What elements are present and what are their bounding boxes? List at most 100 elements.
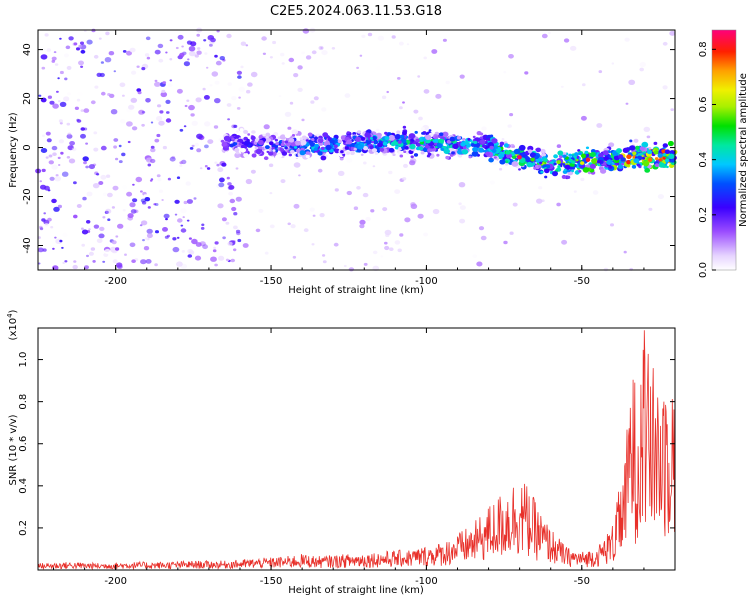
- spectrum-track-point: [504, 162, 509, 166]
- spectrum-noise-point: [84, 265, 89, 270]
- spectrum-noise-point: [406, 43, 410, 46]
- spectrum-noise-point: [503, 71, 507, 74]
- spectrum-track-point: [314, 136, 318, 140]
- spectrum-track-point: [564, 164, 571, 170]
- spectrum-track-point: [552, 171, 558, 177]
- spectrum-noise-point: [247, 82, 253, 87]
- spectrum-noise-point: [226, 176, 230, 180]
- spectrum-noise-point: [235, 229, 241, 234]
- spectrum-track-point: [646, 149, 653, 155]
- spectrum-track-point: [382, 141, 388, 146]
- spectrum-noise-point: [106, 174, 111, 178]
- spectrum-track-point: [384, 131, 388, 135]
- spectrum-track-point: [501, 138, 505, 141]
- spectrum-track-point: [346, 131, 350, 135]
- spectrum-noise-point: [49, 176, 55, 181]
- spectrum-noise-point: [312, 214, 316, 217]
- spectrum-track-point: [231, 137, 235, 141]
- spectrum-noise-point: [51, 56, 57, 61]
- spectrum-track-point: [641, 156, 646, 160]
- spectrum-track-point: [340, 129, 345, 134]
- spectrum-track-point: [662, 156, 666, 160]
- spectrum-track-point: [511, 155, 517, 160]
- spectrum-track-point: [518, 168, 521, 171]
- spectrum-track-point: [642, 151, 647, 154]
- spectrum-track-point: [635, 145, 640, 150]
- spectrum-noise-point: [211, 71, 219, 77]
- spectrum-track-point: [479, 139, 486, 145]
- spectrum-noise-point: [210, 37, 216, 43]
- spectrum-noise-point: [113, 70, 117, 73]
- spectrum-track-point: [416, 142, 421, 147]
- spectrum-track-point: [471, 150, 479, 157]
- spectrum-noise-point: [146, 233, 153, 239]
- spectrum-noise-point: [64, 77, 68, 81]
- spectrum-track-point: [540, 170, 544, 174]
- spectrum-track-point: [582, 167, 590, 173]
- spectrum-noise-point: [209, 43, 213, 47]
- spectrum-noise-point: [203, 95, 210, 100]
- spectrum-track-point: [233, 142, 238, 146]
- spectrum-noise-point: [384, 229, 392, 236]
- spectrum-noise-point: [158, 120, 165, 126]
- spectrum-track-point: [240, 148, 246, 153]
- spectrum-noise-point: [196, 33, 200, 37]
- spectrum-noise-point: [104, 57, 112, 63]
- spectrum-track-point: [478, 147, 484, 153]
- spectrum-noise-point: [580, 115, 587, 121]
- snr-scale-note: (x104): [6, 309, 19, 340]
- spectrum-noise-point: [186, 199, 193, 204]
- spectrum-noise-point: [107, 218, 111, 221]
- spectrum-track-point: [585, 146, 590, 150]
- spectrum-noise-point: [370, 209, 375, 213]
- spectrum-noise-point: [58, 100, 61, 103]
- spectrum-noise-point: [67, 145, 74, 151]
- spectrum-noise-point: [179, 52, 185, 58]
- spectrum-track-point: [371, 135, 377, 141]
- spectrum-noise-point: [132, 183, 135, 186]
- spectrum-track-point: [408, 133, 416, 139]
- spectrum-noise-point: [92, 260, 96, 263]
- spectrum-noise-point: [46, 48, 51, 52]
- spectrum-noise-point: [96, 173, 100, 176]
- spectrum-track-point: [402, 130, 407, 136]
- spectrum-noise-point: [250, 71, 258, 78]
- spectrum-noise-point: [160, 91, 168, 98]
- spectrum-noise-point: [213, 246, 217, 249]
- spectrum-noise-point: [212, 249, 217, 253]
- spectrum-noise-point: [251, 130, 256, 134]
- spectrum-track-point: [280, 142, 285, 147]
- spectrum-noise-point: [115, 235, 119, 238]
- spectrum-noise-point: [344, 93, 351, 98]
- spectrum-track-point: [363, 146, 368, 151]
- spectrum-track-point: [320, 155, 327, 161]
- spectrum-noise-point: [478, 226, 485, 231]
- spectrum-noise-point: [73, 181, 77, 185]
- spectrum-noise-point: [362, 192, 369, 198]
- spectrum-track-point: [346, 151, 351, 155]
- spectrum-noise-point: [413, 109, 419, 114]
- spectrum-noise-point: [346, 190, 352, 196]
- spectrum-track-point: [657, 153, 663, 158]
- spectrum-noise-point: [191, 238, 198, 245]
- spectrum-noise-point: [59, 239, 63, 243]
- spectrum-noise-point: [596, 123, 603, 128]
- spectrum-track-point: [600, 168, 607, 174]
- spectrum-noise-point: [65, 45, 71, 50]
- spectrum-noise-point: [240, 41, 247, 46]
- snr-x-tick-label: -150: [260, 576, 283, 587]
- spectrum-track-point: [268, 151, 274, 156]
- spectrum-noise-point: [58, 119, 64, 123]
- spectrum-noise-point: [227, 182, 232, 186]
- spectrum-noise-point: [193, 197, 197, 200]
- spectrum-noise-point: [172, 246, 180, 253]
- spectrum-noise-point: [96, 238, 103, 244]
- spectrum-noise-point: [46, 138, 52, 143]
- spectrum-x-axis-label: Height of straight line (km): [288, 285, 424, 296]
- spectrum-noise-point: [169, 39, 173, 42]
- spectrum-track-point: [255, 148, 262, 155]
- spectrum-noise-point: [147, 163, 152, 167]
- spectrum-noise-point: [348, 267, 355, 272]
- spectrum-track-point: [257, 145, 263, 150]
- spectrum-noise-point: [171, 155, 176, 159]
